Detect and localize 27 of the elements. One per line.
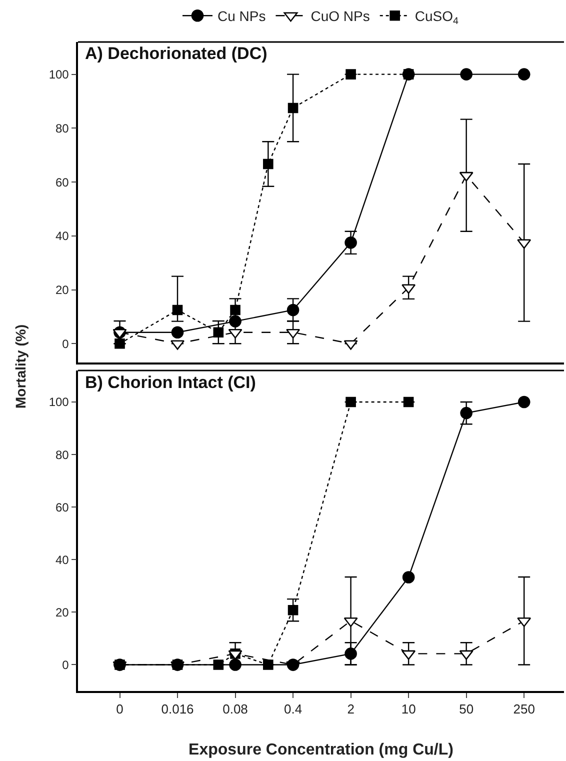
x-tick-label: 250 — [513, 701, 535, 716]
x-tick-label: 0.016 — [161, 701, 194, 716]
y-tick-label: 60 — [55, 175, 70, 190]
legend-label: CuO NPs — [310, 8, 370, 24]
y-tick-label: 60 — [55, 500, 70, 514]
y-tick-label: 0 — [62, 336, 70, 351]
y-tick-label: 100 — [48, 68, 70, 82]
chart-title: B) Chorion Intact (CI) — [85, 373, 256, 392]
x-axis-title: Exposure Concentration (mg Cu/L) — [188, 742, 454, 759]
y-tick-label: 40 — [55, 552, 70, 567]
x-tick-label: 0 — [116, 701, 124, 716]
y-tick-label: 20 — [55, 605, 70, 620]
legend-label: Cu NPs — [218, 8, 266, 24]
y-tick-label: 80 — [55, 448, 70, 462]
x-tick-label: 10 — [401, 701, 416, 716]
y-tick-label: 80 — [55, 121, 70, 136]
y-axis-title: Mortality (%) — [12, 324, 28, 408]
x-tick-label: 2 — [347, 701, 354, 716]
x-tick-label: 0.4 — [284, 701, 302, 716]
legend-label: CuSO$_{4}$ — [414, 8, 459, 27]
y-tick-label: 0 — [62, 658, 70, 672]
y-tick-label: 40 — [55, 229, 70, 244]
x-tick-label: 50 — [459, 701, 474, 716]
x-tick-label: 0.08 — [222, 701, 248, 716]
y-tick-label: 100 — [48, 395, 70, 410]
chart-title: A) Dechorionated (DC) — [85, 44, 268, 63]
y-tick-label: 20 — [55, 282, 70, 297]
